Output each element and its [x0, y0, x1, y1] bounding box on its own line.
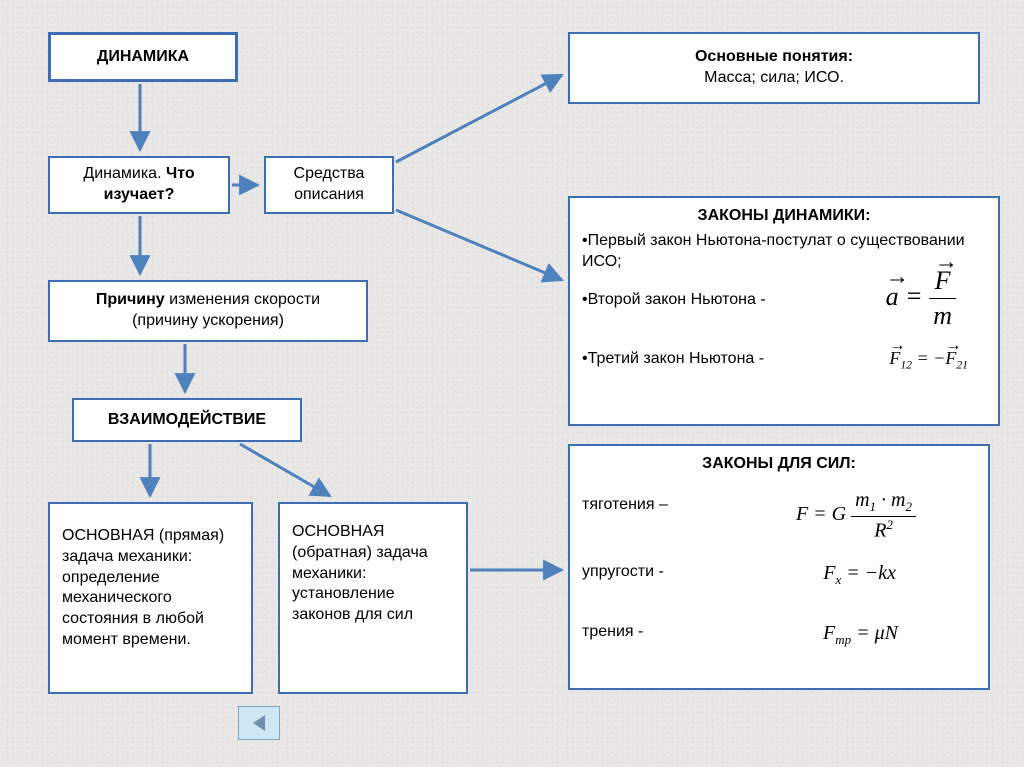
node-inverse-task: ОСНОВНАЯ (обратная) задача механики: уст…	[278, 502, 468, 694]
node-means: Средства описания	[264, 156, 394, 214]
laws-dyn-item-2: Третий закон Ньютона -	[588, 350, 764, 367]
direct-task-body: определение механического состояния в лю…	[62, 569, 204, 648]
laws-forces-item-0: тяготения –	[582, 496, 668, 513]
laws-forces-item-2: трения -	[582, 623, 643, 640]
concepts-body: Масса; сила; ИСО.	[704, 68, 844, 89]
node-laws-forces: ЗАКОНЫ ДЛЯ СИЛ: тяготения – F = G m1 · m…	[568, 444, 990, 690]
laws-forces-title: ЗАКОНЫ ДЛЯ СИЛ:	[702, 455, 856, 472]
node-dynamics: ДИНАМИКА	[48, 32, 238, 82]
back-button[interactable]	[238, 706, 280, 740]
interaction-label: ВЗАИМОДЕЙСТВИЕ	[108, 410, 266, 431]
node-reason: Причину изменения скорости (причину уско…	[48, 280, 368, 342]
inverse-task-body: установление законов для сил	[292, 585, 413, 623]
what-studies-plain: Динамика.	[83, 165, 166, 182]
node-what-studies: Динамика. Что изучает?	[48, 156, 230, 214]
reason-bold: Причину	[96, 291, 165, 308]
node-laws-dyn: ЗАКОНЫ ДИНАМИКИ: •Первый закон Ньютона-п…	[568, 196, 1000, 426]
formula-friction: Fmp = μN	[823, 620, 898, 649]
formula-spring: Fx = −kx	[823, 560, 896, 589]
formula-newton2: a = Fm	[886, 264, 956, 333]
laws-dyn-item-1: Второй закон Ньютона -	[588, 291, 766, 308]
formula-newton3: F12 = −F21	[889, 347, 968, 373]
inverse-task-title: ОСНОВНАЯ (обратная) задача механики:	[292, 523, 428, 582]
node-interaction: ВЗАИМОДЕЙСТВИЕ	[72, 398, 302, 442]
formula-gravity: F = G m1 · m2 R2	[796, 487, 916, 544]
direct-task-title: ОСНОВНАЯ (прямая) задача механики:	[62, 527, 224, 565]
node-direct-task: ОСНОВНАЯ (прямая) задача механики: опред…	[48, 502, 253, 694]
concepts-title: Основные понятия:	[695, 47, 853, 68]
laws-forces-item-1: упругости -	[582, 563, 664, 580]
means-label: Средства описания	[278, 164, 380, 206]
laws-dyn-title: ЗАКОНЫ ДИНАМИКИ:	[698, 207, 871, 224]
node-dynamics-label: ДИНАМИКА	[97, 47, 189, 68]
node-concepts: Основные понятия: Масса; сила; ИСО.	[568, 32, 980, 104]
